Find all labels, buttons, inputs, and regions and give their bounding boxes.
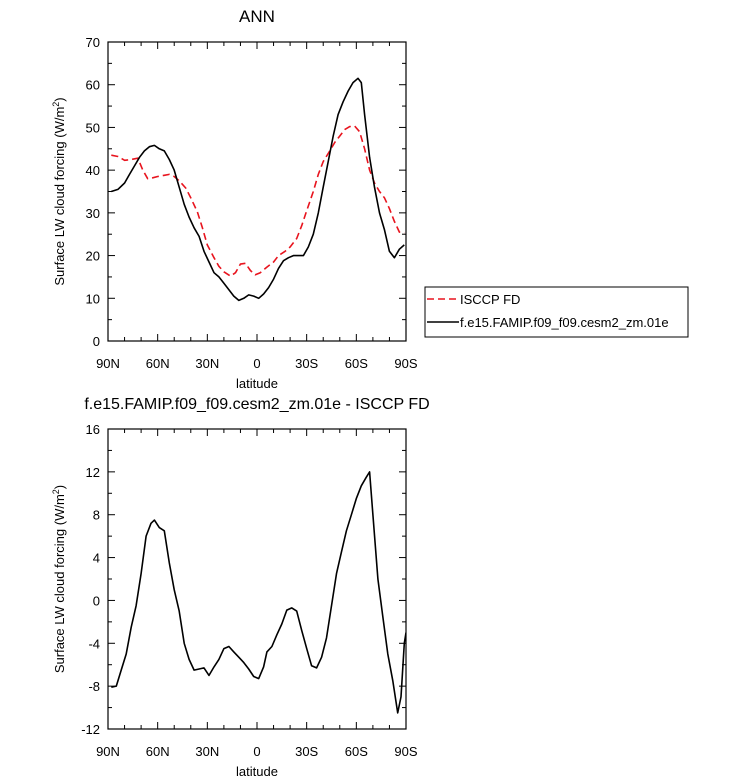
legend-label-1: ISCCP FD	[460, 292, 520, 307]
series-group	[111, 77, 405, 302]
y-tick-label: 20	[86, 249, 100, 264]
y-tick-label: 30	[86, 206, 100, 221]
x-tick-label: 90S	[394, 744, 417, 759]
y-tick-label: 4	[93, 551, 100, 566]
plot-frame	[107, 428, 407, 730]
legend-box	[424, 286, 689, 338]
y-tick-label: 40	[86, 163, 100, 178]
y-tick-label: 16	[86, 422, 100, 437]
x-tick-label: 60N	[146, 356, 170, 371]
y-tick-label: 0	[93, 334, 100, 349]
y-tick-label: 8	[93, 508, 100, 523]
series-line-1	[111, 471, 406, 714]
y-axis-label: Surface LW cloud forcing (W/m2)	[51, 485, 67, 673]
y-tick-label: 0	[93, 593, 100, 608]
y-axis-label: Surface LW cloud forcing (W/m2)	[51, 97, 67, 285]
x-tick-label: 30N	[195, 744, 219, 759]
y-tick-label: 50	[86, 120, 100, 135]
x-tick-label: 60S	[345, 356, 368, 371]
x-tick-label: 90N	[96, 744, 120, 759]
series-group	[111, 471, 406, 714]
y-tick-label: 60	[86, 78, 100, 93]
x-tick-label: 30S	[295, 356, 318, 371]
x-tick-label: 0	[253, 356, 260, 371]
y-tick-label: -4	[88, 636, 100, 651]
chart-title: ANN	[239, 7, 275, 26]
x-axis-label: latitude	[236, 764, 278, 779]
y-tick-label: 70	[86, 35, 100, 50]
chart-panel-2: f.e15.FAMIP.f09_f09.cesm2_zm.01e - ISCCP…	[51, 396, 430, 779]
x-tick-label: 30S	[295, 744, 318, 759]
y-tick-label: 10	[86, 291, 100, 306]
legend-label-2: f.e15.FAMIP.f09_f09.cesm2_zm.01e	[460, 315, 669, 330]
series-line-2	[111, 77, 405, 302]
x-tick-label: 60S	[345, 744, 368, 759]
x-tick-label: 0	[253, 744, 260, 759]
chart-panel-1: ANN 90N 60N 30N 0 30S 60S 90S 0 10 20 30 40 50 60 70 lat…	[51, 7, 689, 391]
y-tick-label: -12	[81, 722, 100, 737]
y-tick-label: -8	[88, 679, 100, 694]
series-line-1	[111, 125, 405, 277]
x-tick-label: 90S	[394, 356, 417, 371]
x-tick-label: 90N	[96, 356, 120, 371]
x-axis-label: latitude	[236, 376, 278, 391]
chart-title: f.e15.FAMIP.f09_f09.cesm2_zm.01e - ISCCP…	[84, 396, 429, 413]
x-tick-label: 30N	[195, 356, 219, 371]
x-tick-label: 60N	[146, 744, 170, 759]
y-tick-label: 12	[86, 465, 100, 480]
legend: ISCCP FD f.e15.FAMIP.f09_f09.cesm2_zm.01e	[424, 286, 689, 338]
